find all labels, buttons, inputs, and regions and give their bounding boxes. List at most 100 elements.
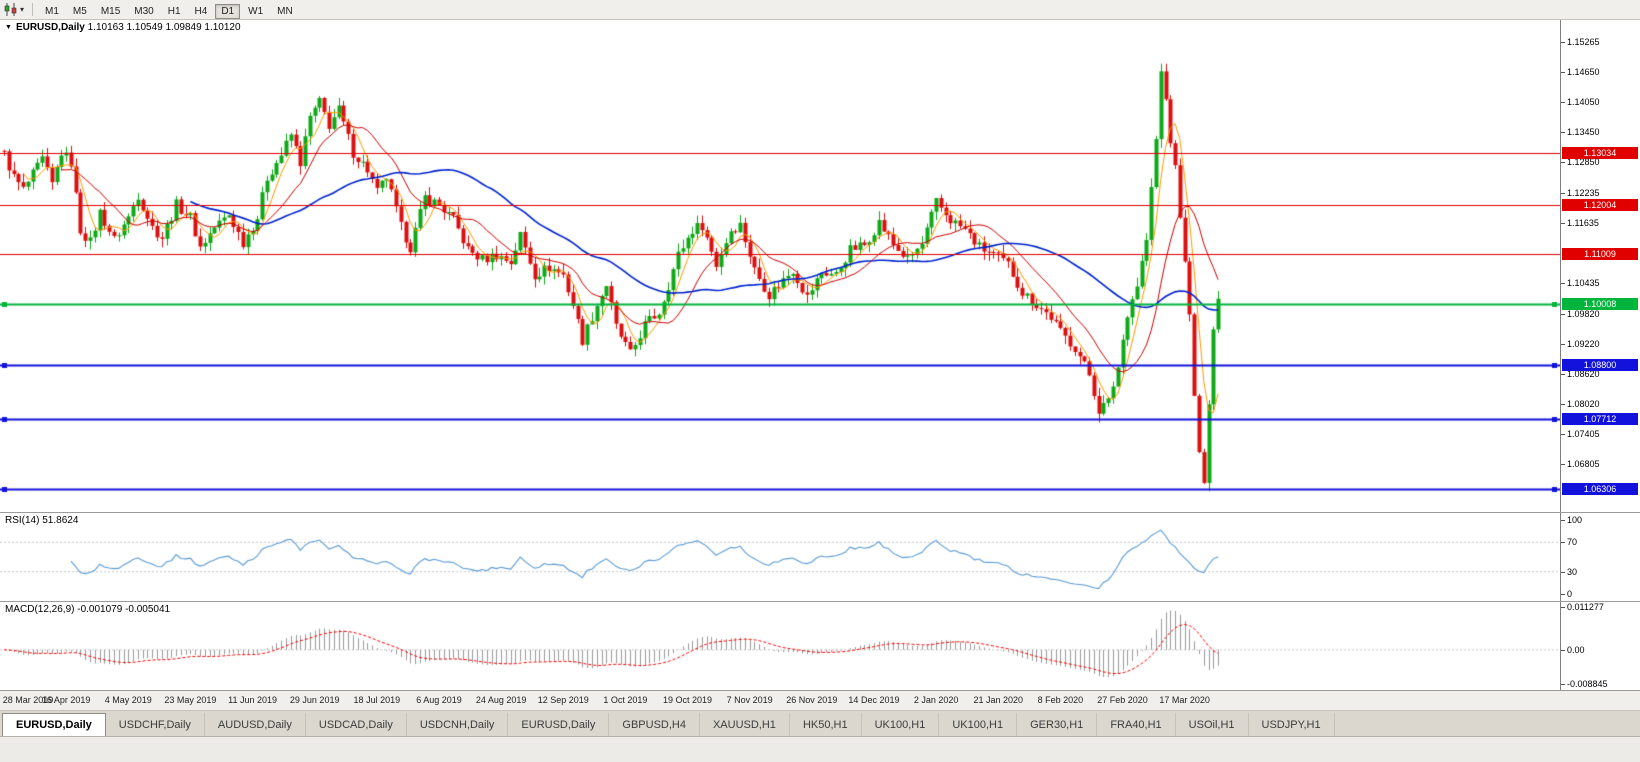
chart-tab-uk100-h1[interactable]: UK100,H1 <box>862 713 940 736</box>
date-tick-label: 11 Jun 2019 <box>228 695 277 705</box>
rsi-title: RSI(14) 51.8624 <box>5 515 78 526</box>
axis-tick <box>1561 344 1565 345</box>
axis-tick <box>1561 607 1565 608</box>
macd-title: MACD(12,26,9) -0.001079 -0.005041 <box>5 604 170 615</box>
price-tick-label: 1.09220 <box>1567 338 1600 349</box>
price-tick-label: 1.14650 <box>1567 67 1600 78</box>
price-tick-label: 1.10435 <box>1567 277 1600 288</box>
chart-tab-gbpusd-h4[interactable]: GBPUSD,H4 <box>609 713 700 736</box>
rsi-axis[interactable]: 100 70 30 0 <box>1560 513 1640 601</box>
macd-tick-label: 0.011277 <box>1567 601 1604 612</box>
axis-tick <box>1561 542 1565 543</box>
date-tick-label: 28 Mar 2019 <box>2 695 54 705</box>
main-chart-plot[interactable]: ▼ EURUSD,Daily 1.10163 1.10549 1.09849 1.… <box>0 20 1560 512</box>
chart-type-dropdown-icon[interactable]: ▾ <box>20 5 25 14</box>
axis-tick <box>1561 223 1565 224</box>
chart-tab-usdcad-daily[interactable]: USDCAD,Daily <box>306 713 407 736</box>
main-chart-canvas[interactable] <box>0 20 1560 512</box>
timeframe-button-group: M1 M5 M15 M30 H1 H4 D1 W1 MN <box>38 1 300 19</box>
panel-divider[interactable] <box>0 512 1640 513</box>
date-tick-label: 17 Mar 2020 <box>1159 695 1210 705</box>
date-tick-label: 1 Oct 2019 <box>603 695 648 705</box>
axis-tick <box>1561 572 1565 573</box>
main-chart-panel: ▼ EURUSD,Daily 1.10163 1.10549 1.09849 1.… <box>0 20 1640 512</box>
rsi-value: 51.8624 <box>42 515 79 526</box>
timeframe-button-h4[interactable]: H4 <box>189 4 214 19</box>
chart-tab-eurusd-daily[interactable]: EURUSD,Daily <box>2 713 106 736</box>
chart-tab-hk50-h1[interactable]: HK50,H1 <box>790 713 862 736</box>
axis-tick <box>1561 404 1565 405</box>
rsi-name: RSI(14) <box>5 515 40 526</box>
price-line-label: 1.10008 <box>1562 298 1638 311</box>
timeframe-button-m5[interactable]: M5 <box>67 4 93 19</box>
chart-tab-xauusd-h1[interactable]: XAUUSD,H1 <box>700 713 790 736</box>
chart-ohlc-values: 1.10163 1.10549 1.09849 1.10120 <box>87 22 241 33</box>
timeframe-button-h1[interactable]: H1 <box>162 4 187 19</box>
axis-tick <box>1561 132 1565 133</box>
price-line-label: 1.06306 <box>1562 483 1638 496</box>
timeframe-button-m1[interactable]: M1 <box>39 4 65 19</box>
price-tick-label: 1.08020 <box>1567 398 1600 409</box>
macd-canvas[interactable] <box>0 602 1560 690</box>
axis-tick <box>1561 314 1565 315</box>
axis-tick <box>1561 162 1565 163</box>
rsi-canvas[interactable] <box>0 513 1560 601</box>
axis-tick <box>1561 684 1565 685</box>
chart-tab-eurusd-daily[interactable]: EURUSD,Daily <box>508 713 610 736</box>
timeframe-toolbar: ▾ M1 M5 M15 M30 H1 H4 D1 W1 MN <box>0 0 1640 20</box>
rsi-panel: RSI(14) 51.8624 100 70 30 0 <box>0 513 1640 601</box>
chart-tab-usdchf-daily[interactable]: USDCHF,Daily <box>106 713 205 736</box>
axis-tick <box>1561 283 1565 284</box>
date-tick-label: 26 Nov 2019 <box>786 695 838 705</box>
chart-tab-audusd-daily[interactable]: AUDUSD,Daily <box>205 713 306 736</box>
rsi-tick-label: 0 <box>1567 588 1573 599</box>
chart-tab-usdjpy-h1[interactable]: USDJPY,H1 <box>1249 713 1335 736</box>
price-line-label: 1.11009 <box>1562 248 1638 261</box>
timeframe-button-m30[interactable]: M30 <box>128 4 159 19</box>
quick-trade-arrow-icon[interactable]: ▼ <box>5 24 12 31</box>
macd-tick-label: -0.008845 <box>1567 678 1608 689</box>
date-tick-label: 12 Sep 2019 <box>537 695 589 705</box>
date-tick-label: 18 Jul 2019 <box>353 695 401 705</box>
price-tick-label: 1.12850 <box>1567 157 1600 168</box>
timeframe-button-m15[interactable]: M15 <box>95 4 126 19</box>
chart-tab-usoil-h1[interactable]: USOil,H1 <box>1176 713 1249 736</box>
date-tick-label: 27 Feb 2020 <box>1097 695 1148 705</box>
timeframe-button-mn[interactable]: MN <box>271 4 299 19</box>
axis-tick <box>1561 434 1565 435</box>
timeframe-button-w1[interactable]: W1 <box>242 4 269 19</box>
chart-title: ▼ EURUSD,Daily 1.10163 1.10549 1.09849 1.… <box>5 22 241 33</box>
timeframe-button-d1[interactable]: D1 <box>215 3 241 19</box>
price-axis[interactable]: 1.15265 1.14650 1.14050 1.13450 1.12850 1.122… <box>1560 20 1640 512</box>
date-tick-label: 24 Aug 2019 <box>475 695 527 705</box>
date-axis[interactable]: 28 Mar 2019 16 Apr 2019 4 May 2019 23 May 2… <box>0 691 1640 711</box>
chart-type-icon[interactable] <box>4 3 18 16</box>
price-tick-label: 1.08620 <box>1567 368 1600 379</box>
toolbar-separator <box>32 3 34 16</box>
chart-tab-usdcnh-daily[interactable]: USDCNH,Daily <box>407 713 509 736</box>
axis-tick <box>1561 72 1565 73</box>
macd-plot[interactable]: MACD(12,26,9) -0.001079 -0.005041 <box>0 602 1560 690</box>
panel-divider <box>0 690 1640 691</box>
date-tick-label: 21 Jan 2020 <box>973 695 1024 705</box>
chart-tab-ger30-h1[interactable]: GER30,H1 <box>1017 713 1098 736</box>
price-line-label: 1.08800 <box>1562 358 1638 371</box>
panel-divider[interactable] <box>0 601 1640 602</box>
price-line-label: 1.07712 <box>1562 412 1638 425</box>
macd-axis[interactable]: 0.011277 0.00 -0.008845 <box>1560 602 1640 690</box>
date-tick-label: 4 May 2019 <box>104 695 152 705</box>
macd-name: MACD(12,26,9) <box>5 604 75 615</box>
axis-tick <box>1561 42 1565 43</box>
price-tick-label: 1.14050 <box>1567 97 1600 108</box>
axis-tick <box>1561 464 1565 465</box>
date-tick-label: 23 May 2019 <box>164 695 217 705</box>
price-tick-label: 1.11635 <box>1567 218 1599 229</box>
rsi-tick-label: 70 <box>1567 537 1578 548</box>
chart-tab-fra40-h1[interactable]: FRA40,H1 <box>1097 713 1176 736</box>
price-line-label: 1.13034 <box>1562 147 1638 160</box>
status-strip <box>0 737 1640 762</box>
chart-tab-uk100-h1[interactable]: UK100,H1 <box>939 713 1018 736</box>
rsi-plot[interactable]: RSI(14) 51.8624 <box>0 513 1560 601</box>
price-line-label: 1.12004 <box>1562 198 1638 211</box>
date-tick-label: 14 Dec 2019 <box>848 695 900 705</box>
